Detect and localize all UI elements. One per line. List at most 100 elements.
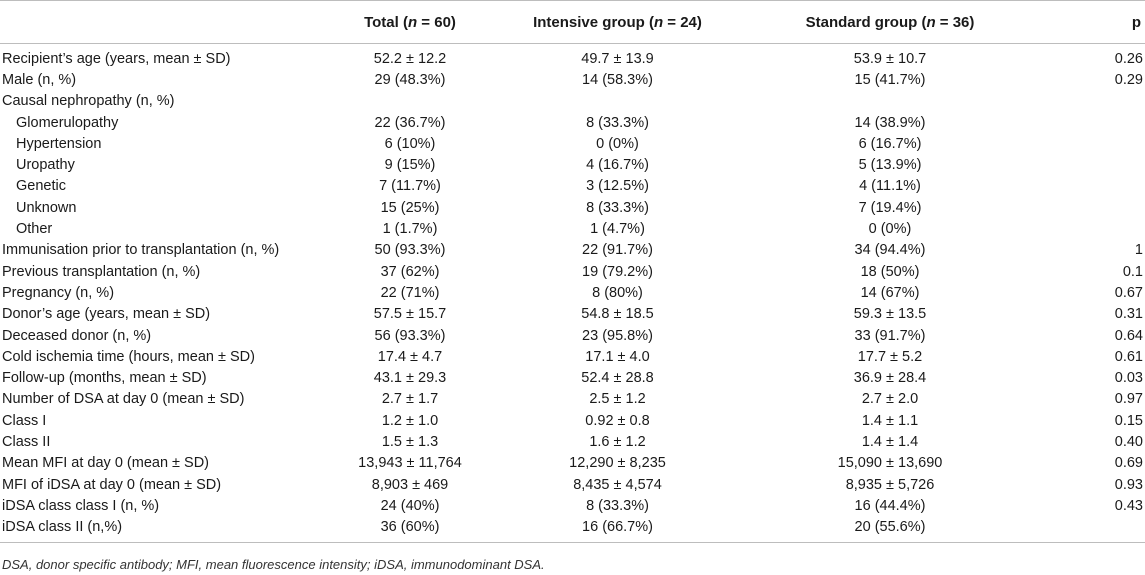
- cell-total: 13,943 ± 11,764: [358, 455, 462, 472]
- cell-total: 1.2 ± 1.0: [381, 412, 439, 429]
- table-row: Cold ischemia time (hours, mean ± SD) 17.…: [0, 346, 1145, 367]
- cell-intensive: 1.6 ± 1.2: [589, 433, 646, 450]
- cell-total: 7 (11.7%): [379, 178, 441, 195]
- row-label: Pregnancy (n, %): [2, 284, 115, 301]
- cell-standard: 1.4 ± 1.4: [861, 433, 919, 450]
- cell-p-value: [1035, 516, 1145, 543]
- cell-p-value: 0.40: [1114, 433, 1143, 450]
- cell-intensive: [490, 91, 745, 112]
- cell-total: 15 (25%): [380, 199, 440, 216]
- cell-intensive: 23 (95.8%): [582, 327, 653, 344]
- row-label: Donor’s age (years, mean ± SD): [2, 306, 211, 323]
- cell-intensive: 22 (91.7%): [582, 242, 653, 259]
- row-label: Follow-up (months, mean ± SD): [2, 370, 207, 387]
- cell-intensive: 1 (4.7%): [590, 221, 645, 238]
- cell-total: 29 (48.3%): [374, 71, 446, 88]
- cell-standard: 6 (16.7%): [858, 135, 922, 152]
- table-row: Genetic 7 (11.7%) 3 (12.5%) 4 (11.1%): [0, 176, 1145, 197]
- cell-intensive: 12,290 ± 8,235: [569, 455, 666, 472]
- cell-p-value: [1035, 133, 1145, 154]
- table-row: Follow-up (months, mean ± SD) 43.1 ± 29.3…: [0, 367, 1145, 388]
- cell-intensive: 3 (12.5%): [586, 178, 649, 195]
- cell-standard: 0 (0%): [868, 221, 912, 238]
- cell-total: 8,903 ± 469: [371, 476, 449, 493]
- table-row: Glomerulopathy 22 (36.7%) 8 (33.3%) 14 (38.…: [0, 112, 1145, 133]
- cell-standard: 15 (41.7%): [854, 71, 926, 88]
- cell-intensive: 4 (16.7%): [586, 157, 649, 174]
- cell-total: 36 (60%): [330, 516, 490, 543]
- header-intensive-group: Intensive group (n = 24): [490, 0, 745, 44]
- row-label: Unknown: [16, 199, 77, 216]
- cell-p-value: 0.29: [1114, 71, 1143, 88]
- cell-p-value: 0.61: [1114, 348, 1143, 365]
- table-row: Number of DSA at day 0 (mean ± SD) 2.7 ± …: [0, 389, 1145, 410]
- cell-p-value: 0.15: [1114, 412, 1143, 429]
- cell-p-value: 0.93: [1114, 476, 1143, 493]
- cell-total: 9 (15%): [384, 157, 436, 174]
- cell-total: 57.5 ± 15.7: [373, 306, 447, 323]
- cell-total: 52.2 ± 12.2: [373, 50, 447, 67]
- cell-standard: 7 (19.4%): [858, 199, 922, 216]
- table-row: Deceased donor (n, %) 56 (93.3%) 23 (95.8%…: [0, 325, 1145, 346]
- cell-total: 37 (62%): [380, 263, 440, 280]
- cell-standard: 2.7 ± 2.0: [861, 391, 919, 408]
- table-body: Recipient’s age (years, mean ± SD) 52.2 ±…: [0, 44, 1145, 543]
- table-row: MFI of iDSA at day 0 (mean ± SD) 8,903 ± …: [0, 474, 1145, 495]
- cell-intensive: 14 (58.3%): [582, 71, 653, 88]
- cell-p-value: 0.03: [1114, 370, 1143, 387]
- cell-total: 43.1 ± 29.3: [373, 370, 447, 387]
- cell-standard: 14 (38.9%): [854, 114, 926, 131]
- cell-total: 1 (1.7%): [382, 221, 438, 238]
- table-row: Class I 1.2 ± 1.0 0.92 ± 0.8 1.4 ± 1.1 0.15: [0, 410, 1145, 431]
- cell-p-value: 0.26: [1114, 50, 1143, 67]
- row-label: Deceased donor (n, %): [2, 327, 152, 344]
- row-label: Number of DSA at day 0 (mean ± SD): [2, 391, 245, 408]
- cell-p-value: [1035, 197, 1145, 218]
- cell-standard: 14 (67%): [860, 284, 920, 301]
- table-row: Unknown 15 (25%) 8 (33.3%) 7 (19.4%): [0, 197, 1145, 218]
- cell-standard: 34 (94.4%): [854, 242, 926, 259]
- cell-total: 1.5 ± 1.3: [381, 433, 439, 450]
- row-label: Recipient’s age (years, mean ± SD): [2, 50, 231, 67]
- characteristics-table: Total (n = 60) Intensive group (n = 24) …: [0, 0, 1145, 543]
- cell-total: 24 (40%): [380, 497, 440, 514]
- row-label: iDSA class class I (n, %): [2, 497, 160, 514]
- cell-total: 2.7 ± 1.7: [381, 391, 439, 408]
- table-row: Other 1 (1.7%) 1 (4.7%) 0 (0%): [0, 218, 1145, 239]
- cell-p-value: [1035, 91, 1145, 112]
- cell-standard: 18 (50%): [860, 263, 920, 280]
- cell-total: 56 (93.3%): [374, 327, 446, 344]
- cell-intensive: 0.92 ± 0.8: [585, 412, 650, 429]
- cell-standard: 53.9 ± 10.7: [853, 50, 927, 67]
- cell-intensive: 49.7 ± 13.9: [581, 50, 654, 67]
- table-row: Class II 1.5 ± 1.3 1.6 ± 1.2 1.4 ± 1.4 0.40: [0, 431, 1145, 452]
- cell-p-value: 0.43: [1114, 497, 1143, 514]
- table-row: Recipient’s age (years, mean ± SD) 52.2 ±…: [0, 44, 1145, 70]
- row-label: Previous transplantation (n, %): [2, 263, 201, 280]
- cell-total: 50 (93.3%): [374, 242, 446, 259]
- table-row: iDSA class class I (n, %) 24 (40%) 8 (33.3…: [0, 495, 1145, 516]
- table-row: Causal nephropathy (n, %): [0, 91, 1145, 112]
- cell-total: 22 (36.7%): [374, 114, 446, 131]
- cell-p-value: 0.64: [1114, 327, 1143, 344]
- header-total: Total (n = 60): [330, 0, 490, 44]
- cell-p-value: 0.67: [1114, 284, 1143, 301]
- row-label: Causal nephropathy (n, %): [2, 93, 175, 110]
- cell-intensive: 16 (66.7%): [490, 516, 745, 543]
- cell-total: [330, 91, 490, 112]
- cell-intensive: 8 (33.3%): [586, 497, 649, 514]
- cell-intensive: 54.8 ± 18.5: [581, 306, 654, 323]
- row-label: MFI of iDSA at day 0 (mean ± SD): [2, 476, 222, 493]
- table-row: Male (n, %) 29 (48.3%) 14 (58.3%) 15 (41.7%…: [0, 69, 1145, 90]
- cell-intensive: 8 (80%): [592, 284, 643, 301]
- table-row: Uropathy 9 (15%) 4 (16.7%) 5 (13.9%): [0, 154, 1145, 175]
- cell-intensive: 17.1 ± 4.0: [585, 348, 650, 365]
- row-label: Other: [16, 221, 53, 238]
- cell-standard: 36.9 ± 28.4: [853, 370, 927, 387]
- cell-standard: 20 (55.6%): [745, 516, 1035, 543]
- row-label: Class II: [2, 433, 51, 450]
- row-label: Uropathy: [16, 157, 75, 174]
- table-row: iDSA class II (n,%) 36 (60%) 16 (66.7%) 20 …: [0, 516, 1145, 543]
- cell-intensive: 8,435 ± 4,574: [573, 476, 662, 493]
